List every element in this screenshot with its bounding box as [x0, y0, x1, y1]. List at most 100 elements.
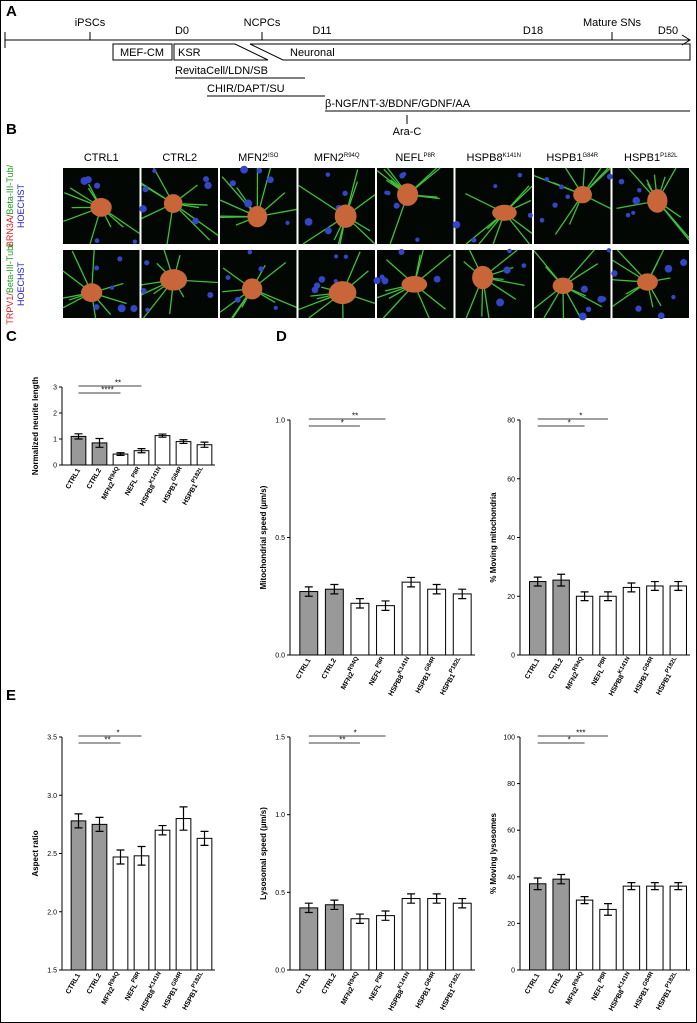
nucleus	[132, 239, 138, 244]
nucleus	[606, 248, 612, 253]
y-axis-title: Normalized neurite length	[31, 377, 40, 475]
nucleus	[204, 181, 212, 190]
bar	[575, 595, 594, 656]
y-tick-label: 1.5	[275, 735, 285, 742]
bar	[196, 837, 213, 971]
soma	[334, 204, 357, 228]
error-bar	[381, 910, 390, 921]
error-bar	[674, 580, 683, 591]
x-tick-label-sup: P8R	[597, 655, 608, 669]
soma	[573, 185, 592, 204]
y-axis-title: % Moving mitochondria	[489, 492, 498, 583]
y-tick-label: 60	[507, 476, 515, 483]
y-tick-label: 100	[503, 735, 515, 742]
nucleus	[93, 304, 100, 310]
nucleus	[597, 295, 605, 303]
y-tick-label: 2.5	[47, 851, 57, 858]
bar	[112, 856, 129, 971]
nucleus	[552, 202, 558, 208]
nucleus	[578, 312, 587, 321]
nucleus	[318, 276, 326, 283]
error-bar	[627, 582, 636, 593]
medium-box	[249, 43, 691, 61]
column-label: CTRL1	[84, 152, 119, 164]
error-bar	[674, 882, 683, 891]
bar	[552, 878, 570, 971]
error-bar	[179, 439, 188, 445]
nucleus	[517, 172, 523, 178]
stage-label: iPSCs	[75, 17, 106, 29]
error-bar	[137, 448, 146, 454]
error-bar	[95, 816, 104, 832]
nucleus	[304, 217, 313, 226]
bar	[622, 586, 641, 656]
y-tick-label: 0.5	[275, 890, 285, 897]
bar	[452, 902, 472, 971]
soma	[647, 189, 668, 213]
soma	[397, 183, 419, 206]
nucleus	[631, 210, 636, 215]
medium-box	[173, 43, 269, 61]
nucleus	[503, 266, 511, 274]
row-label-part: TRPV1/	[5, 293, 15, 325]
panel-label: C	[6, 328, 17, 345]
x-tick-label-sup: P8R	[131, 465, 142, 479]
bar	[350, 918, 370, 971]
significance-label: *	[579, 412, 582, 421]
nucleus	[496, 298, 505, 307]
nucleus	[493, 184, 498, 189]
bar	[299, 591, 319, 656]
nucleus	[399, 172, 405, 179]
bar	[401, 898, 421, 971]
nucleus	[334, 254, 339, 259]
bar	[622, 885, 641, 971]
medium-label: KSR	[178, 47, 201, 59]
nucleus	[398, 248, 405, 255]
nucleus	[618, 178, 625, 185]
error-bar	[650, 580, 659, 591]
bar	[452, 593, 472, 656]
column-label: MFN2ISO	[238, 152, 279, 164]
soma	[247, 206, 268, 228]
y-tick-label: 20	[507, 594, 515, 601]
error-bar	[200, 441, 209, 448]
nucleus	[240, 165, 249, 174]
bar	[70, 435, 87, 466]
nucleus	[207, 292, 214, 299]
nucleus	[267, 176, 274, 184]
bar	[376, 605, 395, 656]
bar	[529, 581, 547, 656]
column-label: MFN2R94Q	[314, 152, 360, 164]
nucleus	[373, 277, 381, 285]
y-tick-label: 1	[53, 437, 57, 444]
bar	[599, 908, 617, 971]
nucleus	[559, 184, 565, 190]
error-bar	[580, 591, 589, 602]
bar	[154, 435, 171, 466]
soma	[492, 204, 517, 221]
significance-label: **	[339, 736, 345, 745]
nucleus	[192, 217, 199, 225]
nucleus	[145, 307, 150, 313]
medium-label: Neuronal	[290, 47, 335, 59]
y-tick-label: 0.0	[275, 653, 285, 660]
column-label-main: HSPB1	[624, 152, 660, 164]
bar	[175, 818, 192, 971]
column-label: HSPB1P182L	[624, 152, 678, 164]
error-bar	[650, 882, 659, 891]
soma	[80, 283, 103, 303]
error-bar	[74, 813, 83, 829]
nucleus	[117, 304, 126, 313]
nucleus	[94, 238, 100, 244]
bar	[175, 441, 192, 466]
nucleus	[664, 264, 673, 273]
bar	[70, 820, 87, 971]
bar	[133, 855, 150, 971]
bar	[324, 588, 344, 656]
stage-label: D18	[523, 25, 543, 37]
error-bar	[304, 902, 313, 914]
nucleus	[258, 266, 264, 272]
nucleus	[333, 279, 338, 284]
error-bar	[604, 902, 612, 916]
